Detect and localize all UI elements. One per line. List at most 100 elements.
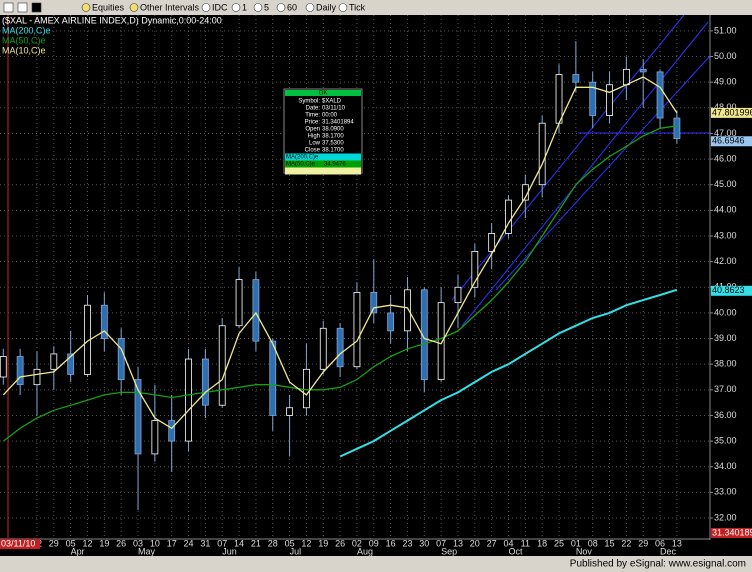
x-tick-label: 22 xyxy=(621,538,631,548)
candle-body xyxy=(151,420,159,455)
data-window-value: 00:00 xyxy=(322,113,338,119)
data-window-value: 34.9476 xyxy=(324,162,346,168)
x-tick-label: 05 xyxy=(66,538,76,548)
toolbar xyxy=(0,0,752,15)
y-tick-label: 39.00 xyxy=(714,333,737,343)
y-tick-label: 48.00 xyxy=(714,102,737,112)
data-window-label: Date: xyxy=(306,106,321,112)
x-tick-label: 04 xyxy=(503,538,513,548)
x-tick-label: 07 xyxy=(436,538,446,548)
candle-body xyxy=(370,291,378,314)
candle-body xyxy=(572,74,580,83)
y-axis: 32.00 33.00 34.00 35.00 36.00 37.00 38.00 39.00… xyxy=(710,25,752,538)
toolbar-button: Equities xyxy=(92,2,125,12)
y-tick-label: 43.00 xyxy=(714,230,737,240)
candle-body xyxy=(235,279,243,327)
x-tick-label: 03 xyxy=(133,538,143,548)
y-tick-label: 37.00 xyxy=(714,384,737,394)
legend-entry: MA(50,C)e xyxy=(2,35,46,45)
data-window-label: Low xyxy=(309,141,321,147)
x-tick-label: 19 xyxy=(99,538,109,548)
candle-body xyxy=(488,233,496,252)
x-tick-label: 21 xyxy=(251,538,261,548)
y-tick-label: 44.00 xyxy=(714,205,737,215)
y-tick-label: 38.00 xyxy=(714,359,737,369)
data-window-value: $XALD xyxy=(322,99,342,105)
candle-body xyxy=(538,122,546,186)
data-window-label: High xyxy=(308,134,320,140)
data-window-label: Symbol: xyxy=(298,99,320,105)
candle-body xyxy=(100,304,108,339)
x-tick-label: 06 xyxy=(655,538,665,548)
data-window-header xyxy=(285,90,361,96)
x-axis: 222905Apr12192603May1017243107Jun1421280… xyxy=(0,538,682,556)
footer-bar xyxy=(0,556,752,572)
y-tick-label: 35.00 xyxy=(714,435,737,445)
candle-body xyxy=(0,356,7,378)
candle-body xyxy=(286,407,293,416)
x-tick-label: 28 xyxy=(268,538,278,548)
x-tick-label: 27 xyxy=(487,538,497,548)
x-tick-label: 14 xyxy=(234,538,244,548)
chart-title: ($XAL - AMEX AIRLINE INDEX,D) Dynamic,0:… xyxy=(2,15,222,25)
x-tick-label: 01 xyxy=(571,538,581,548)
candle-body xyxy=(252,279,260,342)
data-window-label: Price: xyxy=(305,120,321,126)
month-label: Dec xyxy=(660,546,677,556)
data-window-row-bg xyxy=(285,160,361,168)
data-window-value: 38.0900 xyxy=(322,127,344,133)
toolbar-tool xyxy=(17,2,28,13)
x-tick-label: 29 xyxy=(638,538,648,548)
legend: MA(200,C)eMA(50,C)eMA(10,C)e xyxy=(2,25,51,55)
x-tick-label: 13 xyxy=(672,538,682,548)
x-tick-label: 29 xyxy=(49,538,59,548)
x-tick-label: 20 xyxy=(470,538,480,548)
data-window-row-bg xyxy=(285,167,361,175)
toolbar-button: 5 xyxy=(264,2,269,12)
candle-body xyxy=(319,327,327,370)
month-label: Nov xyxy=(576,546,593,556)
toolbar-icon xyxy=(305,3,315,12)
x-tick-label: 23 xyxy=(402,538,412,548)
cursor-date: 03/11/10 xyxy=(1,538,35,548)
x-tick-label: 12 xyxy=(82,538,92,548)
toolbar-icon xyxy=(253,3,263,12)
y-tick-label: 42.00 xyxy=(714,256,737,266)
candle-body xyxy=(420,289,428,380)
data-window-value: 03/11/10 xyxy=(322,106,346,112)
ma-line xyxy=(2,76,678,430)
candle-body xyxy=(639,68,647,73)
price-marker-label: 31.340189 xyxy=(712,527,752,537)
y-tick-label: 45.00 xyxy=(714,179,737,189)
price-marker-bg xyxy=(711,136,752,147)
toolbar-tool xyxy=(31,2,42,13)
y-tick-label: 47.00 xyxy=(714,128,737,138)
month-label: Apr xyxy=(71,546,85,556)
y-tick-label: 49.00 xyxy=(714,77,737,87)
candle-body xyxy=(589,81,597,116)
legend-entry: MA(10,C)e xyxy=(2,45,46,55)
candle-body xyxy=(336,327,344,368)
candle-body xyxy=(50,353,58,370)
x-tick-label: 18 xyxy=(537,538,547,548)
footer-text: Published by eSignal: www.esignal.com xyxy=(570,559,746,570)
candle-body xyxy=(387,312,395,332)
cursor-date-bg xyxy=(0,539,40,549)
data-window-label: Open xyxy=(305,127,320,133)
x-tick-label: 19 xyxy=(318,538,328,548)
y-tick-label: 51.00 xyxy=(714,25,737,35)
y-tick-label: 36.00 xyxy=(714,410,737,420)
month-label: Jul xyxy=(290,546,302,556)
toolbar-tool xyxy=(3,2,14,13)
toolbar-items: Equities Other Intervals IDC 1 5 60 Daily Tick xyxy=(3,2,366,13)
x-tick-label: 07 xyxy=(217,538,227,548)
data-window-value: 37.5300 xyxy=(322,141,344,147)
y-tick-label: 32.00 xyxy=(714,512,737,522)
x-tick-label: 02 xyxy=(352,538,362,548)
candle-body xyxy=(622,68,630,86)
data-window-value: 31.3401894 xyxy=(322,120,354,126)
data-window-label: MA(200,C)e xyxy=(286,155,319,161)
